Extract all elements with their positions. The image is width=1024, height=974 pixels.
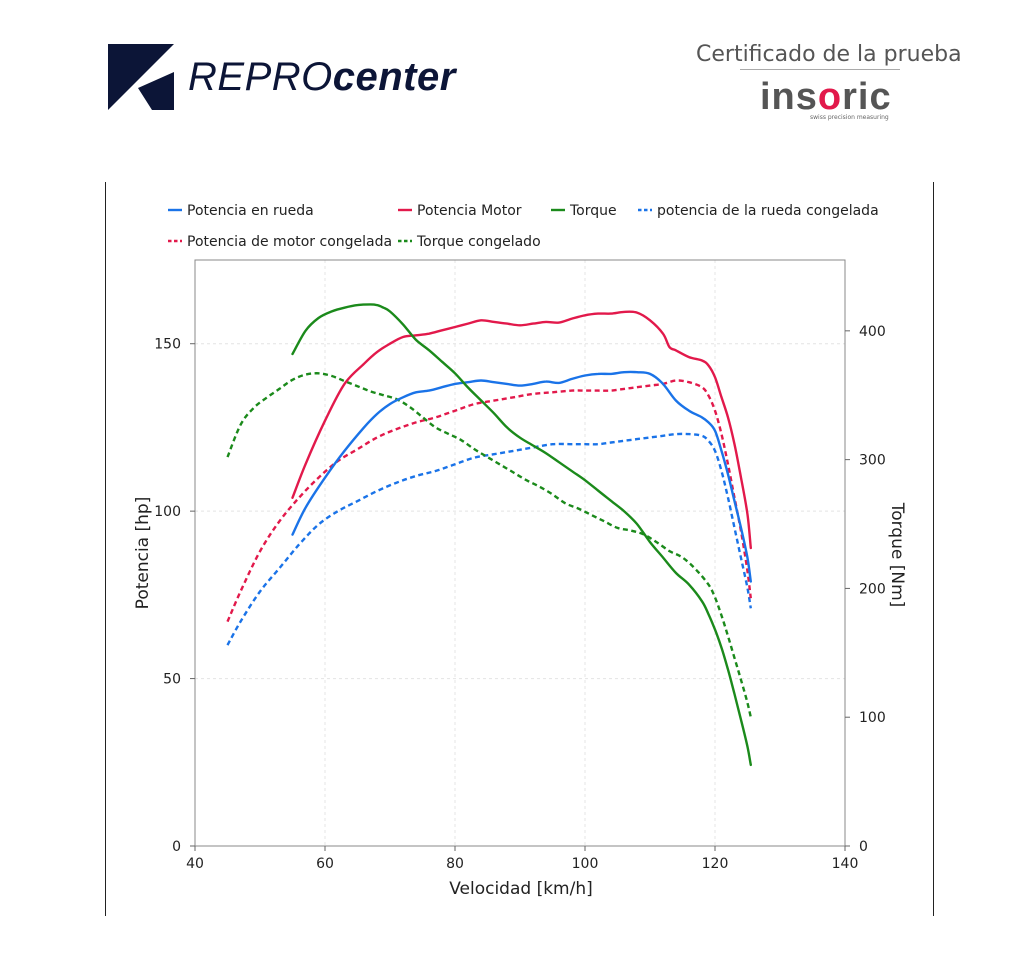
series-line-1	[291, 370, 752, 583]
certificate-title: Certificado de la prueba	[696, 42, 962, 67]
y-right-tick-label: 200	[859, 581, 886, 597]
legend-label: potencia de la rueda congelada	[657, 203, 879, 219]
x-tick-label: 140	[832, 856, 859, 872]
partner-tagline: swiss precision measuring	[810, 114, 889, 121]
x-tick-label: 100	[572, 856, 599, 872]
y-left-tick-label: 100	[154, 504, 181, 520]
y-left-tick-label: 0	[172, 839, 181, 855]
y-right-tick-label: 100	[859, 710, 886, 726]
legend-label: Potencia Motor	[417, 203, 522, 219]
x-tick-label: 80	[446, 856, 464, 872]
x-tick-label: 60	[316, 856, 334, 872]
chart-legend: Potencia en rueda Potencia Motor Torque pot…	[168, 203, 879, 250]
series-line-2	[291, 310, 752, 550]
y-axis-left-title: Potencia [hp]	[133, 497, 153, 610]
legend-label: Potencia en rueda	[187, 203, 314, 219]
certificate-divider	[740, 69, 900, 70]
x-tick-label: 40	[186, 856, 204, 872]
partner-wordmark: insoric	[760, 78, 930, 116]
partner-wordmark-pre: ins	[760, 76, 818, 118]
plot-area	[194, 259, 846, 847]
x-axis-title: Velocidad [km/h]	[449, 879, 593, 899]
brand-wordmark-repro: REPRO	[188, 54, 333, 99]
y-right-tick-label: 400	[859, 324, 886, 340]
legend-label: Torque congelado	[416, 234, 541, 250]
series-line-4	[226, 432, 752, 646]
legend-label: Potencia de motor congelada	[187, 234, 392, 250]
brand-mark-icon	[108, 44, 174, 110]
certificate-block: Certificado de la prueba	[696, 42, 962, 70]
partner-wordmark-o: o	[817, 76, 843, 118]
series-line-5	[226, 379, 752, 623]
x-tick-label: 120	[702, 856, 729, 872]
y-left-tick-label: 150	[154, 337, 181, 353]
y-right-tick-label: 300	[859, 453, 886, 469]
y-right-tick-label: 0	[859, 839, 868, 855]
brand-wordmark: REPROcenter	[188, 55, 456, 100]
y-left-tick-label: 50	[163, 672, 181, 688]
brand-wordmark-center: center	[332, 54, 456, 99]
series-line-3	[291, 303, 752, 767]
frame-right-border	[933, 182, 934, 916]
brand-logo: REPROcenter	[108, 44, 456, 110]
series-line-6	[226, 372, 752, 718]
frame-left-border	[105, 182, 106, 916]
legend-label: Torque	[569, 203, 617, 219]
chart-series	[226, 303, 752, 767]
y-axis-right-title: Torque [Nm]	[887, 502, 907, 608]
partner-logo: insoric swiss precision measuring	[760, 78, 930, 128]
partner-wordmark-post: ric	[842, 76, 892, 118]
